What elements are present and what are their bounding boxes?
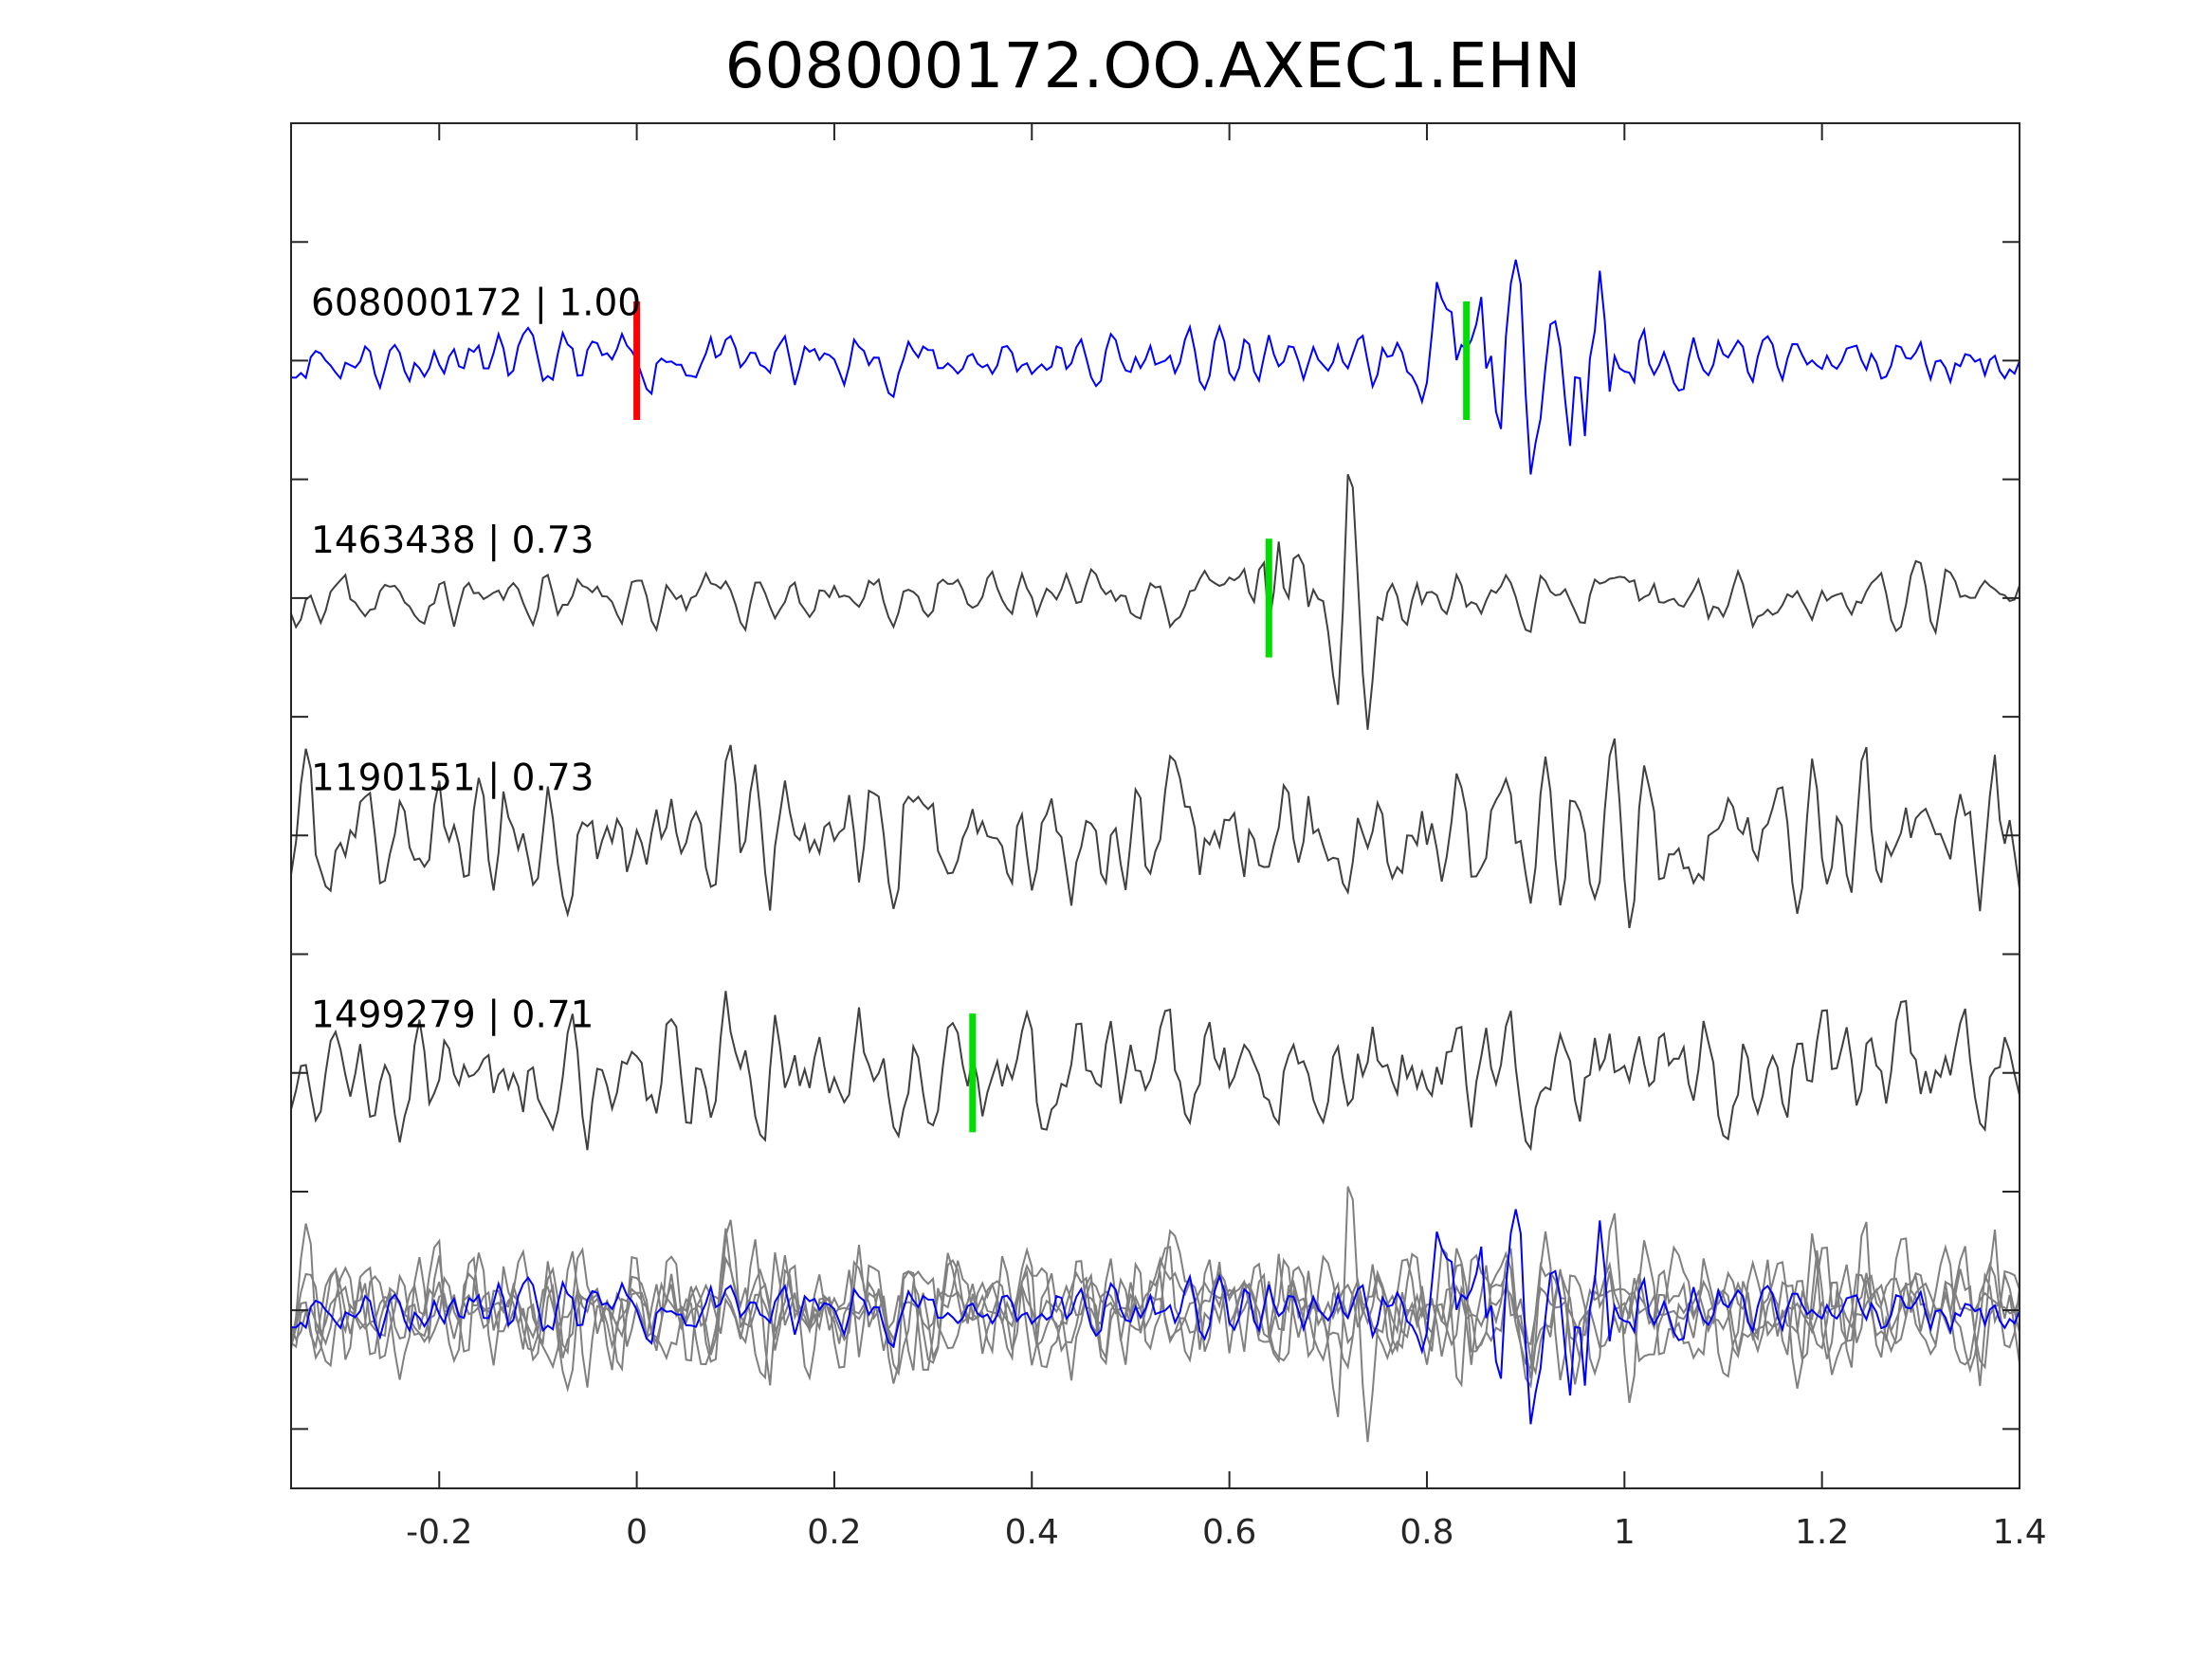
stack-reference-trace: [290, 1209, 2020, 1425]
x-tick-label: 0.6: [1202, 1513, 1256, 1552]
x-tick-label: 0.4: [1005, 1513, 1059, 1552]
x-tick-label: 1.2: [1795, 1513, 1849, 1552]
traces-layer: [290, 259, 2020, 1443]
x-tick-label: -0.2: [406, 1513, 472, 1552]
plot-frame: [290, 122, 2020, 1489]
axis-ticks: -0.2 0 0.2 0.4 0.6 0.8 1 1.2 1.4: [291, 123, 2047, 1552]
chart-title: 608000172.OO.AXEC1.EHN: [725, 29, 1581, 102]
trace-1-waveform: [290, 259, 2020, 475]
trace-4-label: 1499279 | 0.71: [311, 994, 594, 1037]
trace-4-waveform: [290, 991, 2020, 1152]
x-tick-label: 0.8: [1399, 1513, 1453, 1552]
trace-1-label: 608000172 | 1.00: [311, 282, 641, 324]
trace-2-waveform: [290, 473, 2020, 730]
stack-trace-3: [290, 1228, 2020, 1389]
stack-trace-4: [290, 1238, 2020, 1376]
trace-3-label: 1190151 | 0.73: [311, 757, 594, 799]
x-tick-label: 0: [626, 1513, 648, 1552]
x-tick-label: 0.2: [807, 1513, 861, 1552]
picks-layer: [633, 301, 1471, 1133]
x-tick-label: 1.4: [1992, 1513, 2046, 1552]
trace-2-label: 1463438 | 0.73: [311, 520, 594, 562]
stack-trace-5: [290, 1246, 2020, 1388]
x-tick-label: 1: [1614, 1513, 1636, 1552]
trace-labels: 608000172 | 1.00 1463438 | 0.73 1190151 | …: [311, 282, 641, 1036]
trace-3-waveform: [290, 738, 2020, 929]
